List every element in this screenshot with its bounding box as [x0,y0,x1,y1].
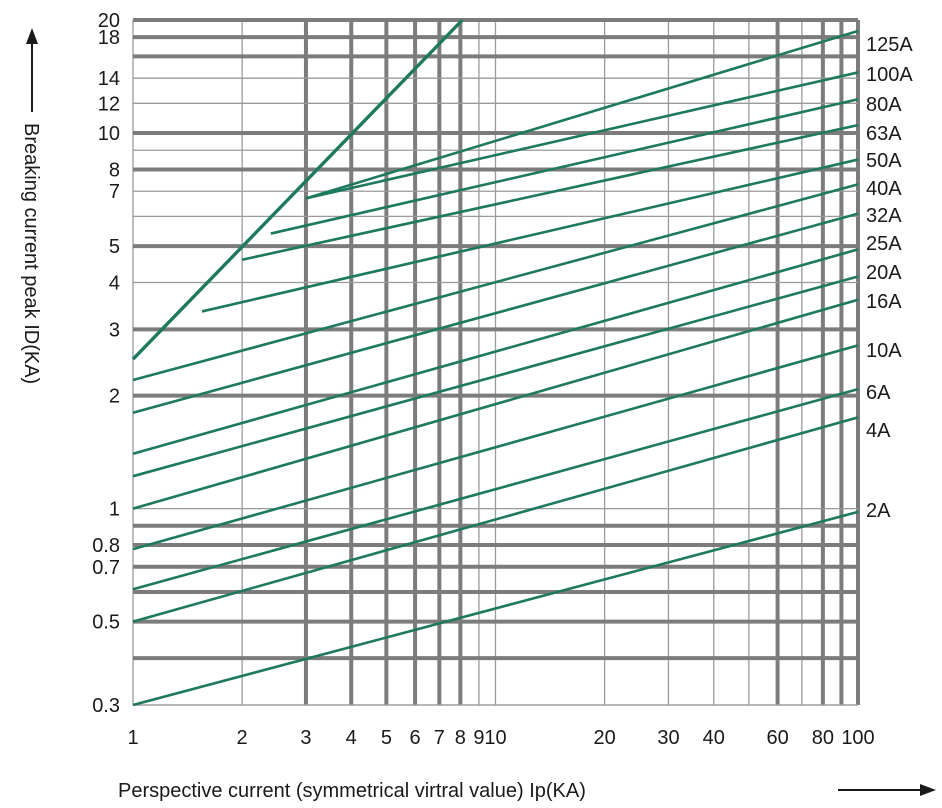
y-tick-label: 1 [109,499,120,521]
series-label-2A: 2A [866,500,891,522]
series-layer [131,18,859,707]
series-line-10A [132,344,859,551]
series-labels: 125A 100A 80A 63A 50A 40A 32A 25A 20A 16A 10A 6A 4A 2… [866,34,913,522]
y-tick-label: 0.3 [92,695,120,717]
series-label-50A: 50A [866,150,902,172]
y-axis-arrow-head [26,28,38,44]
y-tick-label: 14 [98,68,120,90]
x-axis-title-group: Perspective current (symmetrical virtral… [118,780,936,802]
series-label-125A: 125A [866,34,913,56]
series-line-16A [132,298,859,510]
y-tick-label: 3 [109,319,120,341]
y-tick-label: 5 [109,236,120,258]
series-line-100A [305,71,859,200]
series-label-63A: 63A [866,123,902,145]
series-line-40A [132,183,859,382]
series-label-6A: 6A [866,382,891,404]
y-tick-label: 20 [98,10,120,32]
grid-layer [132,18,860,706]
series-line-20A [132,275,859,478]
x-tick-label: 60 [766,727,788,749]
x-tick-label: 3 [300,727,311,749]
x-tick-label: 8 [455,727,466,749]
series-line-32A [132,212,859,415]
series-label-100A: 100A [866,64,913,86]
x-tick-label: 6 [410,727,421,749]
y-tick-label: 18 [98,27,120,49]
y-tick-label: 12 [98,93,120,115]
y-tick-label: 0.5 [92,612,120,634]
series-label-20A: 20A [866,262,902,284]
series-line-2A [132,510,859,707]
x-tick-label: 20 [593,727,615,749]
y-tick-label: 0.7 [92,557,120,579]
series-line-4A [132,416,859,623]
series-line-25A [132,248,859,455]
series-label-10A: 10A [866,340,902,362]
x-tick-label: 4 [346,727,357,749]
y-tick-label: 10 [98,123,120,145]
x-tick-label: 1 [127,727,138,749]
x-tick-label: 10 [484,727,506,749]
y-tick-label: 8 [109,159,120,181]
y-tick-label: 2 [109,386,120,408]
series-label-40A: 40A [866,178,902,200]
series-line-6A [132,387,859,591]
x-tick-label: 80 [812,727,834,749]
series-line-50A [201,158,859,313]
series-line-63A [241,123,859,261]
series-line-125A [305,29,859,200]
x-tick-label: 100 [841,727,874,749]
y-tick-label: 0.8 [92,535,120,557]
x-tick-label: 30 [657,727,679,749]
series-label-32A: 32A [866,205,902,227]
y-axis-title: Breaking current peak ID(KA) [20,123,42,384]
x-axis-arrow-head [920,784,936,796]
x-axis-title: Perspective current (symmetrical virtral… [118,780,586,802]
y-tick-label: 7 [109,181,120,203]
y-axis-title-group: Breaking current peak ID(KA) [20,28,42,384]
x-tick-labels: 1 2 3 4 5 6 7 8 9 10 20 30 40 60 80 100 [127,727,874,749]
series-label-4A: 4A [866,420,891,442]
x-tick-label: 40 [703,727,725,749]
series-line-80A [270,98,859,235]
x-tick-label: 7 [434,727,445,749]
y-tick-label: 4 [109,273,120,295]
x-tick-label: 2 [237,727,248,749]
x-tick-label: 9 [473,727,484,749]
series-label-25A: 25A [866,233,902,255]
series-label-80A: 80A [866,94,902,116]
series-label-16A: 16A [866,291,902,313]
envelope-line [131,18,464,361]
x-tick-label: 5 [381,727,392,749]
